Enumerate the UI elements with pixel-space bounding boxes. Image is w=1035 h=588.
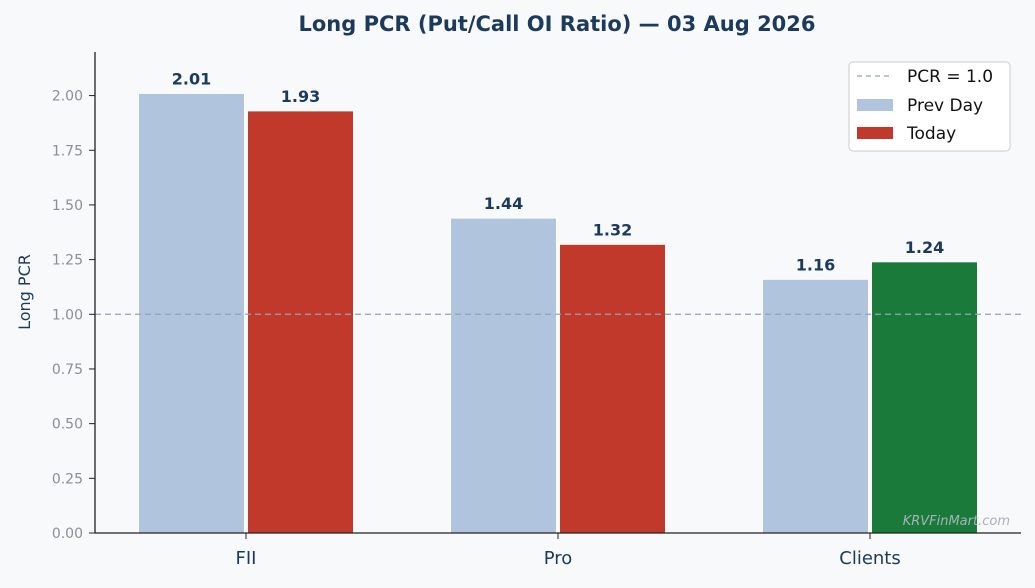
x-tick-label: Clients — [839, 548, 901, 569]
y-tick-label: 0.50 — [52, 417, 83, 433]
y-tick-label: 1.75 — [52, 143, 83, 159]
data-label: 2.01 — [172, 69, 211, 88]
y-tick-label: 0.00 — [52, 526, 83, 542]
y-tick-label: 0.75 — [52, 362, 83, 378]
y-tick-label: 2.00 — [52, 89, 83, 105]
y-tick-label: 1.25 — [52, 253, 83, 269]
data-label: 1.93 — [281, 87, 320, 106]
legend-label-reference: PCR = 1.0 — [907, 67, 993, 87]
bar-prev-day — [762, 278, 869, 534]
bar-prev-day — [450, 217, 557, 534]
legend-label-prev-day: Prev Day — [907, 96, 983, 116]
legend: PCR = 1.0 Prev Day Today — [848, 61, 1011, 152]
data-label: 1.44 — [484, 194, 523, 213]
data-label: 1.32 — [593, 220, 632, 239]
x-tick-label: Pro — [544, 548, 573, 569]
bar-today — [247, 110, 354, 534]
bar-prev-day — [138, 92, 245, 534]
y-axis-label: Long PCR — [15, 254, 34, 330]
y-tick-label: 0.25 — [52, 471, 83, 487]
watermark: KRVFinMart.com — [903, 514, 1010, 529]
legend-label-today: Today — [906, 124, 956, 144]
data-label: 1.24 — [905, 238, 944, 257]
legend-swatch-prev-day — [857, 99, 893, 111]
bar-today — [871, 261, 978, 534]
plot-area: 0.00 0.25 0.50 0.75 1.00 1.25 1.50 1.75 2.00 FII 2… — [52, 69, 1021, 569]
data-label: 1.16 — [796, 255, 835, 274]
x-tick-label: FII — [236, 548, 257, 569]
y-tick-label: 1.50 — [52, 198, 83, 214]
chart-title: Long PCR (Put/Call OI Ratio) — 03 Aug 20… — [298, 12, 815, 36]
y-tick-label: 1.00 — [52, 307, 83, 323]
legend-swatch-today — [857, 127, 893, 139]
bar-today — [559, 243, 666, 534]
